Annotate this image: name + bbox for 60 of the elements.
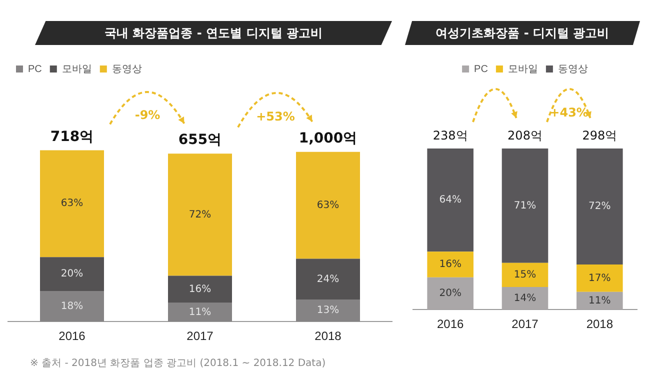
annotation: 718억 xyxy=(50,128,94,145)
x-tick-label: 2017 xyxy=(186,329,214,344)
bar xyxy=(576,292,623,310)
data-label: 20% xyxy=(439,288,462,300)
annotation: 1,000억 xyxy=(298,130,358,147)
x-tick-label: 2016 xyxy=(436,317,464,332)
legend-label: 동영상 xyxy=(558,64,588,75)
bar xyxy=(502,148,548,263)
legend-label: PC xyxy=(28,64,42,75)
bar xyxy=(427,148,474,252)
bar xyxy=(502,287,548,310)
x-tick-label: 2017 xyxy=(512,317,539,332)
legend-label: 모바일 xyxy=(508,64,538,75)
x-tick-label: 2018 xyxy=(314,329,342,344)
bar xyxy=(40,150,104,258)
bar xyxy=(296,258,360,300)
bar xyxy=(40,257,104,292)
annotation: 208억 xyxy=(508,128,542,143)
data-label: 13% xyxy=(316,305,340,316)
data-label: 63% xyxy=(316,200,340,211)
legend-label: 모바일 xyxy=(62,64,92,75)
data-label: 64% xyxy=(439,194,462,206)
annotation: 238억 xyxy=(432,128,468,143)
bar xyxy=(427,252,474,278)
bar xyxy=(296,300,360,322)
text: ※ 출처 - 2018년 화장품 업종 광고비 (2018.1 ~ 2018.12 Data) xyxy=(30,357,326,370)
data-label: 16% xyxy=(439,259,462,270)
bar xyxy=(576,264,623,292)
bar xyxy=(502,262,548,288)
data-label: 11% xyxy=(588,295,611,306)
data-label: 17% xyxy=(588,272,611,284)
bar xyxy=(40,291,104,322)
data-label: 24% xyxy=(316,274,340,285)
bar xyxy=(296,152,360,259)
text: -9% xyxy=(134,108,160,122)
legend-label: 동영상 xyxy=(112,64,142,75)
annotation: 655억 xyxy=(178,132,222,148)
text: +53% xyxy=(256,109,295,124)
bar xyxy=(168,302,232,322)
legend-label: PC xyxy=(474,64,488,75)
bar xyxy=(427,277,474,310)
data-label: 63% xyxy=(60,198,84,210)
data-label: 72% xyxy=(188,209,212,220)
chart-title: 국내 화장품업종 - 연도별 디지털 광고비 xyxy=(35,21,392,45)
bar xyxy=(576,148,623,264)
data-label: 16% xyxy=(188,284,212,295)
data-label: 15% xyxy=(514,270,536,281)
text: +43% xyxy=(550,106,588,120)
data-label: 72% xyxy=(588,201,611,212)
data-label: 11% xyxy=(188,306,212,318)
data-label: 71% xyxy=(514,200,536,212)
bar xyxy=(168,276,232,303)
data-label: 18% xyxy=(60,300,84,312)
bar xyxy=(168,154,232,276)
data-label: 20% xyxy=(60,268,84,280)
chart-title: 여성기초화장품 - 디지털 광고비 xyxy=(405,21,640,45)
x-tick-label: 2016 xyxy=(58,329,86,344)
annotation: 298억 xyxy=(582,128,618,143)
x-tick-label: 2018 xyxy=(586,317,614,332)
data-label: 14% xyxy=(514,292,536,304)
